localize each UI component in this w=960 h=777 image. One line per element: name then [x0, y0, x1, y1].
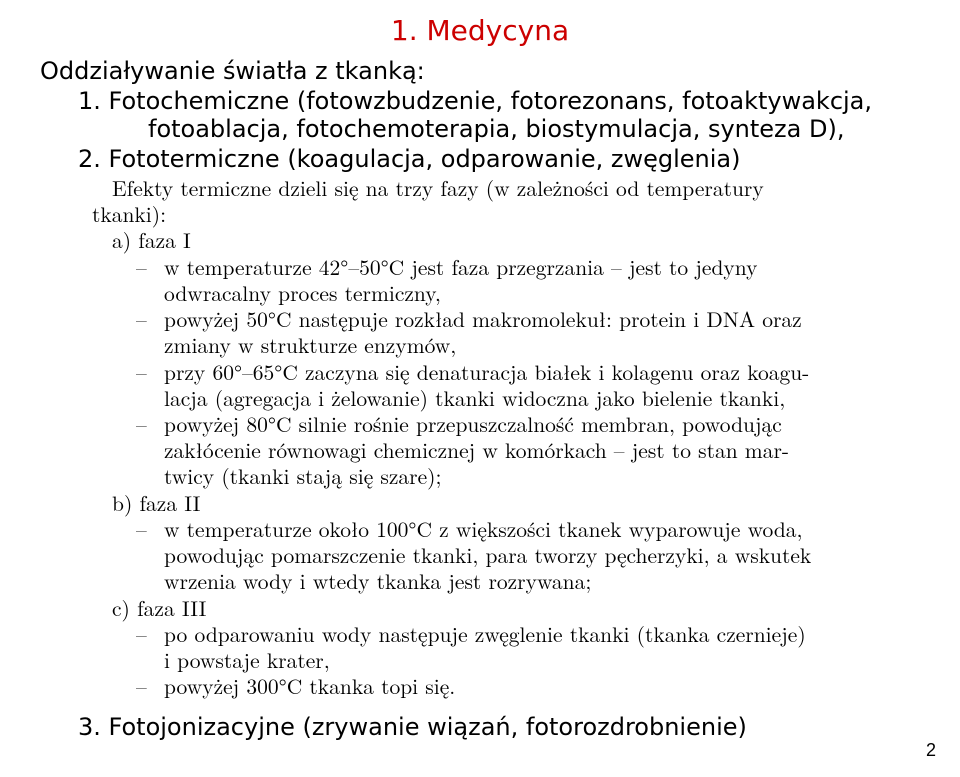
- phase-c-bullet-1: – po odparowaniu wody następuje zwęgleni…: [136, 621, 920, 673]
- phase-c-b2-text: powyżej 300°C tkanka topi się.: [164, 673, 920, 699]
- phase-b-b1-l1: w temperaturze około 100°C z większości …: [164, 516, 920, 542]
- phase-a-b4-text: powyżej 80°C silnie rośnie przepuszczaln…: [164, 411, 920, 490]
- phase-c-bullet-2: – powyżej 300°C tkanka topi się.: [136, 673, 920, 699]
- phase-a-bullet-1: – w temperaturze 42°–50°C jest faza prze…: [136, 254, 920, 306]
- phase-a-b3-l2: lacja (agregacja i żelowanie) tkanki wid…: [164, 385, 920, 411]
- phase-a-b1-l2: odwracalny proces termiczny,: [164, 280, 920, 306]
- list-item-2: 2. Fototermiczne (koagulacja, odparowani…: [78, 145, 920, 173]
- phase-c-b1-text: po odparowaniu wody następuje zwęglenie …: [164, 621, 920, 673]
- list-item-3: 3. Fotojonizacyjne (zrywanie wiązań, fot…: [78, 713, 920, 741]
- serif-intro-1: Efekty termiczne dzieli się na trzy fazy…: [112, 175, 920, 201]
- phase-c-label: c) faza III: [112, 595, 920, 621]
- phase-a-bullet-3: – przy 60°–65°C zaczyna się denaturacja …: [136, 359, 920, 411]
- phase-a-b2-text: powyżej 50°C następuje rozkład makromole…: [164, 306, 920, 358]
- list-item-1: 1. Fotochemiczne (fotowzbudzenie, fotore…: [78, 87, 920, 143]
- phase-a-b1-l1: w temperaturze 42°–50°C jest faza przegr…: [164, 254, 920, 280]
- dash-icon: –: [136, 411, 164, 437]
- list-item-1-line1: 1. Fotochemiczne (fotowzbudzenie, fotore…: [78, 87, 872, 115]
- phase-a-b1-text: w temperaturze 42°–50°C jest faza przegr…: [164, 254, 920, 306]
- phase-a-b4-l3: twicy (tkanki stają się szare);: [164, 463, 920, 489]
- dash-icon: –: [136, 254, 164, 280]
- dash-icon: –: [136, 673, 164, 699]
- phase-c-b1-l1: po odparowaniu wody następuje zwęglenie …: [164, 621, 920, 647]
- phase-b-bullet-1: – w temperaturze około 100°C z większośc…: [136, 516, 920, 595]
- dash-icon: –: [136, 621, 164, 647]
- phase-c-b2-l1: powyżej 300°C tkanka topi się.: [164, 673, 920, 699]
- phase-a-b3-l1: przy 60°–65°C zaczyna się denaturacja bi…: [164, 359, 920, 385]
- dash-icon: –: [136, 359, 164, 385]
- phase-c-b1-l2: i powstaje krater,: [164, 647, 920, 673]
- phase-a-label: a) faza I: [112, 227, 920, 253]
- phase-b-b1-l3: wrzenia wody i wtedy tkanka jest rozrywa…: [164, 568, 920, 594]
- phase-b-b1-text: w temperaturze około 100°C z większości …: [164, 516, 920, 595]
- phase-a-b2-l1: powyżej 50°C następuje rozkład makromole…: [164, 306, 920, 332]
- page-title: 1. Medycyna: [40, 14, 920, 47]
- phase-b-label: b) faza II: [112, 490, 920, 516]
- dash-icon: –: [136, 516, 164, 542]
- phase-a-b2-l2: zmiany w strukturze enzymów,: [164, 332, 920, 358]
- section-heading: Oddziaływanie światła z tkanką:: [40, 57, 920, 85]
- phase-a-bullet-4: – powyżej 80°C silnie rośnie przepuszcza…: [136, 411, 920, 490]
- phase-a-b3-text: przy 60°–65°C zaczyna się denaturacja bi…: [164, 359, 920, 411]
- document-page: 1. Medycyna Oddziaływanie światła z tkan…: [0, 0, 960, 777]
- page-number: 2: [926, 740, 936, 761]
- phase-a-bullet-2: – powyżej 50°C następuje rozkład makromo…: [136, 306, 920, 358]
- list-item-1-line2: fotoablacja, fotochemoterapia, biostymul…: [148, 115, 920, 143]
- phase-a-b4-l1: powyżej 80°C silnie rośnie przepuszczaln…: [164, 411, 920, 437]
- phase-a-b4-l2: zakłócenie równowagi chemicznej w komórk…: [164, 437, 920, 463]
- serif-block: Efekty termiczne dzieli się na trzy fazy…: [92, 175, 920, 699]
- serif-intro-2: tkanki):: [92, 201, 920, 227]
- phase-b-b1-l2: powodując pomarszczenie tkanki, para two…: [164, 542, 920, 568]
- dash-icon: –: [136, 306, 164, 332]
